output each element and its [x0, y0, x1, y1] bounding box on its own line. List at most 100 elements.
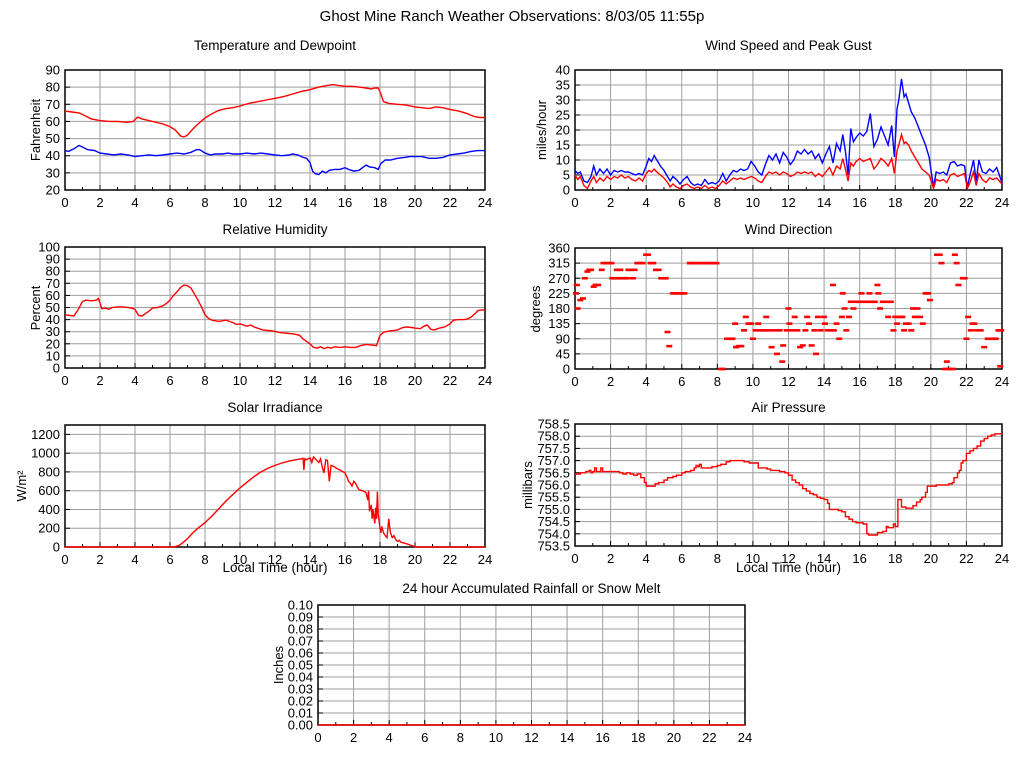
- svg-text:2: 2: [96, 373, 103, 388]
- svg-text:10: 10: [46, 348, 60, 363]
- svg-text:0.06: 0.06: [288, 646, 313, 661]
- svg-text:0: 0: [61, 195, 68, 210]
- svg-text:18: 18: [373, 195, 387, 210]
- svg-text:50: 50: [46, 131, 60, 146]
- svg-text:50: 50: [46, 300, 60, 315]
- svg-text:0.09: 0.09: [288, 610, 313, 625]
- svg-text:18: 18: [888, 551, 902, 566]
- svg-text:70: 70: [46, 97, 60, 112]
- svg-text:12: 12: [524, 730, 538, 745]
- svg-text:22: 22: [443, 552, 457, 567]
- svg-text:8: 8: [201, 552, 208, 567]
- y-axis-label-wm2: W/m²: [14, 470, 29, 502]
- svg-text:0.08: 0.08: [288, 622, 313, 637]
- svg-text:90: 90: [46, 252, 60, 267]
- svg-text:12: 12: [268, 552, 282, 567]
- svg-text:2: 2: [96, 552, 103, 567]
- svg-text:0: 0: [563, 362, 570, 377]
- svg-text:135: 135: [548, 316, 570, 331]
- svg-text:80: 80: [46, 264, 60, 279]
- chart-title-solar: Solar Irradiance: [227, 400, 323, 415]
- svg-text:0.01: 0.01: [288, 706, 313, 721]
- svg-text:6: 6: [166, 552, 173, 567]
- svg-text:45: 45: [556, 346, 570, 361]
- svg-text:757.0: 757.0: [537, 453, 570, 468]
- svg-text:10: 10: [233, 373, 247, 388]
- svg-text:20: 20: [556, 123, 570, 138]
- svg-text:0.04: 0.04: [288, 670, 313, 685]
- svg-text:22: 22: [443, 195, 457, 210]
- svg-text:14: 14: [817, 551, 831, 566]
- svg-text:14: 14: [303, 373, 317, 388]
- svg-text:4: 4: [643, 551, 650, 566]
- svg-text:20: 20: [667, 730, 681, 745]
- svg-text:1200: 1200: [31, 427, 60, 442]
- svg-text:4: 4: [643, 374, 650, 389]
- svg-text:6: 6: [166, 195, 173, 210]
- chart-title-pressure: Air Pressure: [751, 400, 826, 415]
- svg-text:8: 8: [714, 551, 721, 566]
- svg-text:16: 16: [338, 373, 352, 388]
- svg-text:8: 8: [457, 730, 464, 745]
- svg-text:24: 24: [995, 374, 1009, 389]
- svg-text:315: 315: [548, 256, 570, 271]
- svg-text:0.02: 0.02: [288, 694, 313, 709]
- svg-text:30: 30: [46, 324, 60, 339]
- svg-text:14: 14: [817, 374, 831, 389]
- svg-text:4: 4: [643, 195, 650, 210]
- y-axis-label-fahrenheit: Fahrenheit: [28, 98, 43, 162]
- svg-text:0: 0: [571, 551, 578, 566]
- svg-text:360: 360: [548, 241, 570, 256]
- x-axis-label-pressure: Local Time (hour): [735, 560, 842, 575]
- svg-text:600: 600: [38, 483, 60, 498]
- svg-text:14: 14: [303, 195, 317, 210]
- svg-text:80: 80: [46, 80, 60, 95]
- svg-text:12: 12: [268, 195, 282, 210]
- svg-text:757.5: 757.5: [537, 441, 570, 456]
- svg-text:30: 30: [556, 93, 570, 108]
- svg-text:18: 18: [373, 552, 387, 567]
- svg-text:60: 60: [46, 114, 60, 129]
- svg-text:4: 4: [386, 730, 393, 745]
- svg-text:270: 270: [548, 271, 570, 286]
- svg-text:6: 6: [678, 374, 685, 389]
- svg-text:24: 24: [995, 551, 1009, 566]
- svg-text:16: 16: [338, 552, 352, 567]
- svg-text:200: 200: [38, 521, 60, 536]
- svg-text:0: 0: [53, 540, 60, 555]
- svg-text:0.05: 0.05: [288, 658, 313, 673]
- svg-text:6: 6: [166, 373, 173, 388]
- svg-text:18: 18: [888, 195, 902, 210]
- svg-text:180: 180: [548, 301, 570, 316]
- svg-text:0: 0: [571, 374, 578, 389]
- svg-text:0: 0: [571, 195, 578, 210]
- svg-text:24: 24: [478, 552, 492, 567]
- svg-text:0: 0: [563, 183, 570, 198]
- svg-text:25: 25: [556, 108, 570, 123]
- svg-text:225: 225: [548, 286, 570, 301]
- svg-text:6: 6: [678, 195, 685, 210]
- svg-text:16: 16: [852, 374, 866, 389]
- svg-text:16: 16: [338, 195, 352, 210]
- svg-text:8: 8: [201, 195, 208, 210]
- svg-text:756.0: 756.0: [537, 478, 570, 493]
- svg-text:12: 12: [781, 374, 795, 389]
- svg-text:5: 5: [563, 168, 570, 183]
- svg-text:4: 4: [131, 373, 138, 388]
- svg-text:18: 18: [888, 374, 902, 389]
- svg-text:20: 20: [924, 374, 938, 389]
- svg-text:16: 16: [852, 195, 866, 210]
- svg-text:20: 20: [408, 373, 422, 388]
- svg-text:20: 20: [924, 195, 938, 210]
- svg-text:15: 15: [556, 138, 570, 153]
- svg-text:0.07: 0.07: [288, 634, 313, 649]
- svg-text:14: 14: [817, 195, 831, 210]
- svg-text:758.5: 758.5: [537, 417, 570, 432]
- svg-text:10: 10: [746, 195, 760, 210]
- svg-text:0: 0: [314, 730, 321, 745]
- svg-text:22: 22: [959, 551, 973, 566]
- svg-text:10: 10: [746, 551, 760, 566]
- svg-text:22: 22: [959, 374, 973, 389]
- chart-title-wind-speed: Wind Speed and Peak Gust: [705, 38, 872, 53]
